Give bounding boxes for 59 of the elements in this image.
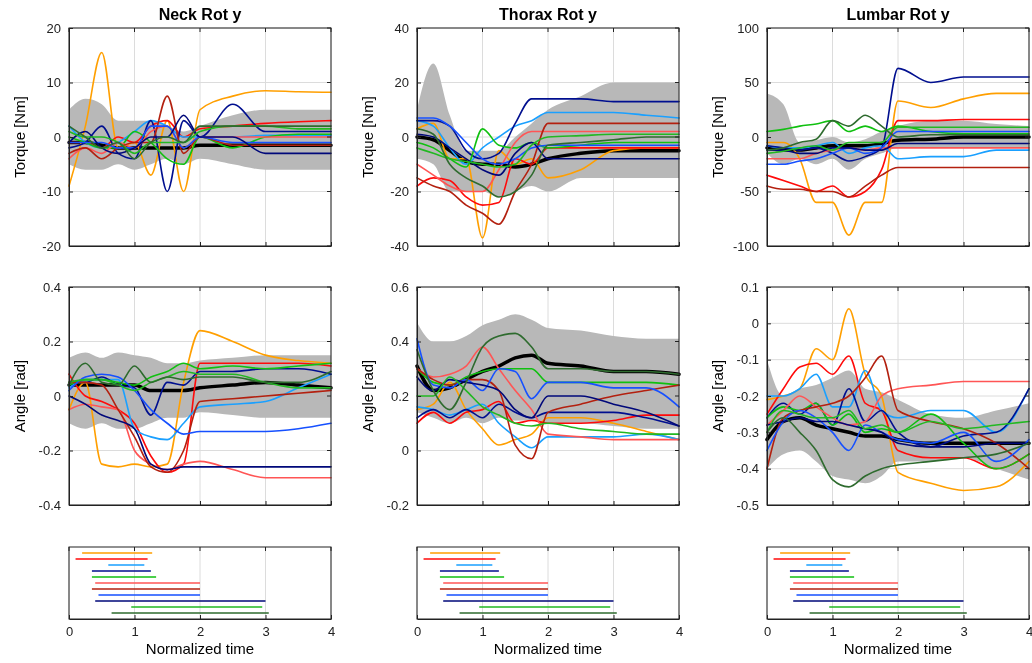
y-tick-label: 0.4 bbox=[42, 279, 61, 295]
y-tick-label: 0 bbox=[401, 129, 409, 145]
x-tick-label: 0 bbox=[65, 624, 74, 640]
y-tick-label: -20 bbox=[390, 184, 409, 200]
y-tick-label: 0.6 bbox=[390, 279, 409, 295]
y-tick-label: -0.1 bbox=[736, 352, 759, 368]
y-tick-label: -100 bbox=[732, 238, 759, 254]
x-axis-title: Normalized time bbox=[493, 640, 603, 657]
x-tick-label: 3 bbox=[262, 624, 270, 640]
y-tick-label: 40 bbox=[394, 20, 409, 36]
y-tick-label: -10 bbox=[42, 184, 61, 200]
y-tick-label: -0.2 bbox=[736, 388, 759, 404]
y-axis-title: Angle [rad] bbox=[359, 359, 376, 433]
x-tick-label: 1 bbox=[479, 624, 487, 640]
chart-title: Lumbar Rot y bbox=[846, 6, 950, 23]
y-tick-label: -0.5 bbox=[736, 497, 759, 513]
y-tick-label: -40 bbox=[390, 238, 409, 254]
y-tick-label: 100 bbox=[737, 20, 759, 36]
x-tick-label: 4 bbox=[327, 624, 336, 640]
chart-title: Thorax Rot y bbox=[499, 6, 597, 23]
y-tick-label: -0.4 bbox=[38, 497, 61, 513]
chart-title: Neck Rot y bbox=[158, 6, 242, 23]
y-axis-title: Torque [Nm] bbox=[709, 96, 726, 178]
y-tick-label: 0 bbox=[53, 388, 61, 404]
y-axis-title: Torque [Nm] bbox=[11, 96, 28, 178]
y-tick-label: -50 bbox=[740, 184, 759, 200]
x-tick-label: 3 bbox=[610, 624, 618, 640]
y-tick-label: -20 bbox=[42, 238, 61, 254]
y-tick-label: 0.4 bbox=[390, 334, 409, 350]
y-axis-title: Angle [rad] bbox=[11, 359, 28, 433]
x-tick-label: 2 bbox=[894, 624, 903, 640]
x-tick-label: 1 bbox=[829, 624, 837, 640]
y-tick-label: 0 bbox=[751, 315, 759, 331]
y-tick-label: 20 bbox=[394, 75, 409, 91]
y-tick-label: 10 bbox=[46, 75, 61, 91]
y-tick-label: -0.2 bbox=[386, 497, 409, 513]
x-tick-label: 4 bbox=[675, 624, 684, 640]
y-tick-label: 20 bbox=[46, 20, 61, 36]
x-tick-label: 0 bbox=[413, 624, 422, 640]
y-tick-label: 0.1 bbox=[740, 279, 759, 295]
x-tick-label: 2 bbox=[544, 624, 553, 640]
x-axis-title: Normalized time bbox=[145, 640, 255, 657]
y-tick-label: -0.3 bbox=[736, 424, 759, 440]
y-tick-label: 0 bbox=[401, 443, 409, 459]
x-tick-label: 4 bbox=[1025, 624, 1032, 640]
y-tick-label: 50 bbox=[744, 75, 759, 91]
y-tick-label: -0.4 bbox=[736, 461, 759, 477]
x-axis-title: Normalized time bbox=[843, 640, 953, 657]
y-axis-title: Torque [Nm] bbox=[359, 96, 376, 178]
x-tick-label: 3 bbox=[960, 624, 968, 640]
y-tick-label: 0 bbox=[751, 129, 759, 145]
y-tick-label: 0.2 bbox=[42, 334, 61, 350]
y-tick-label: 0.2 bbox=[390, 388, 409, 404]
x-tick-label: 0 bbox=[763, 624, 772, 640]
y-tick-label: -0.2 bbox=[38, 443, 61, 459]
y-tick-label: 0 bbox=[53, 129, 61, 145]
x-tick-label: 1 bbox=[131, 624, 139, 640]
x-tick-label: 2 bbox=[196, 624, 205, 640]
y-axis-title: Angle [rad] bbox=[709, 359, 726, 433]
